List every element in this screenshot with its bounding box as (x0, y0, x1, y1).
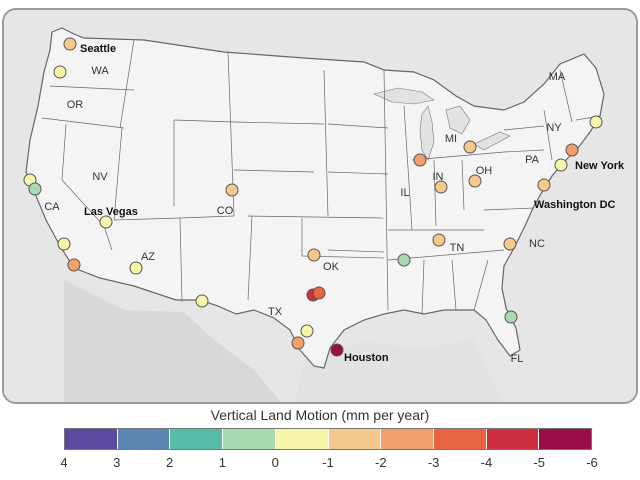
legend-tick-label: -4 (480, 455, 493, 470)
state-borders (41, 39, 601, 315)
site-markers (23, 37, 603, 357)
site-marker[interactable] (99, 215, 113, 229)
legend-swatch (539, 429, 592, 449)
state-label-ny: NY (546, 122, 562, 134)
city-label-las-vegas: Las Vegas (84, 206, 138, 218)
state-label-nc: NC (529, 238, 545, 250)
site-marker[interactable] (468, 174, 482, 188)
legend-tick-label: -5 (533, 455, 545, 470)
mexico-land (64, 280, 281, 402)
legend-swatch (170, 429, 224, 449)
state-label-mi: MI (445, 133, 457, 145)
state-label-co: CO (217, 205, 234, 217)
state-label-ok: OK (323, 261, 340, 273)
state-label-tn: TN (450, 242, 465, 254)
site-marker[interactable] (565, 143, 579, 157)
site-marker[interactable] (397, 253, 411, 267)
site-marker[interactable] (195, 294, 209, 308)
state-label-in: IN (433, 171, 444, 183)
site-marker[interactable] (463, 140, 477, 154)
site-marker[interactable] (503, 237, 517, 251)
legend-tick-label: 3 (113, 455, 121, 470)
site-marker[interactable] (330, 343, 344, 357)
legend-tick-label: 4 (60, 455, 68, 470)
site-marker[interactable] (28, 182, 42, 196)
legend-tick-label: 2 (165, 455, 174, 470)
legend-swatch (486, 429, 540, 449)
city-label-houston: Houston (344, 352, 389, 364)
site-marker[interactable] (225, 183, 239, 197)
site-marker[interactable] (554, 158, 568, 172)
site-marker[interactable] (504, 310, 518, 324)
legend-tick-label: -6 (586, 455, 598, 470)
legend-color-bar (64, 428, 592, 450)
site-marker[interactable] (307, 248, 321, 262)
city-label-washington-dc: Washington DC (534, 199, 616, 211)
legend-swatch (381, 429, 434, 449)
legend-tick-label: 0 (271, 455, 279, 470)
legend-tick-label: -2 (375, 455, 387, 470)
legend-swatch (275, 429, 329, 449)
gulf-water (294, 340, 503, 402)
state-label-nv: NV (92, 171, 108, 183)
state-label-il: IL (400, 187, 409, 199)
legend-tick-label: -1 (322, 455, 334, 470)
legend-swatch (328, 429, 382, 449)
state-label-fl: FL (511, 353, 524, 365)
legend-swatch (433, 429, 487, 449)
us-map: WA OR CA NV AZ CO TX OK IL IN OH MI TN N… (4, 10, 636, 402)
site-marker[interactable] (300, 324, 314, 338)
state-label-ma: MA (549, 71, 566, 83)
site-marker[interactable] (63, 37, 77, 51)
city-label-seattle: Seattle (80, 43, 116, 55)
state-label-wa: WA (91, 65, 109, 77)
site-marker[interactable] (537, 178, 551, 192)
legend-tick-label: -3 (427, 455, 440, 470)
legend-title: Vertical Land Motion (mm per year) (210, 407, 430, 423)
city-labels: Seattle Las Vegas Houston New York Washi… (80, 43, 625, 364)
site-marker[interactable] (129, 261, 143, 275)
site-marker[interactable] (57, 237, 71, 251)
state-label-az: AZ (141, 251, 155, 263)
lake-erie (473, 131, 511, 151)
city-label-new-york: New York (575, 160, 625, 172)
state-label-oh: OH (476, 165, 493, 177)
lake-superior (373, 87, 435, 105)
site-marker[interactable] (589, 115, 603, 129)
state-label-tx: TX (268, 306, 283, 318)
site-marker[interactable] (413, 153, 427, 167)
site-marker[interactable] (312, 286, 326, 300)
site-marker[interactable] (67, 258, 81, 272)
site-marker[interactable] (53, 65, 67, 79)
state-label-ca: CA (44, 201, 60, 213)
legend-swatch (65, 429, 118, 449)
state-label-or: OR (67, 99, 84, 111)
legend-tick-label: 1 (218, 455, 226, 470)
map-frame: WA OR CA NV AZ CO TX OK IL IN OH MI TN N… (2, 8, 638, 404)
lake-huron (445, 105, 471, 135)
state-label-pa: PA (525, 154, 540, 166)
legend-swatch (117, 429, 171, 449)
site-marker[interactable] (432, 233, 446, 247)
lake-michigan (419, 105, 435, 161)
state-labels: WA OR CA NV AZ CO TX OK IL IN OH MI TN N… (44, 65, 566, 365)
site-marker[interactable] (434, 180, 448, 194)
legend-swatch (223, 429, 276, 449)
site-marker[interactable] (291, 336, 305, 350)
